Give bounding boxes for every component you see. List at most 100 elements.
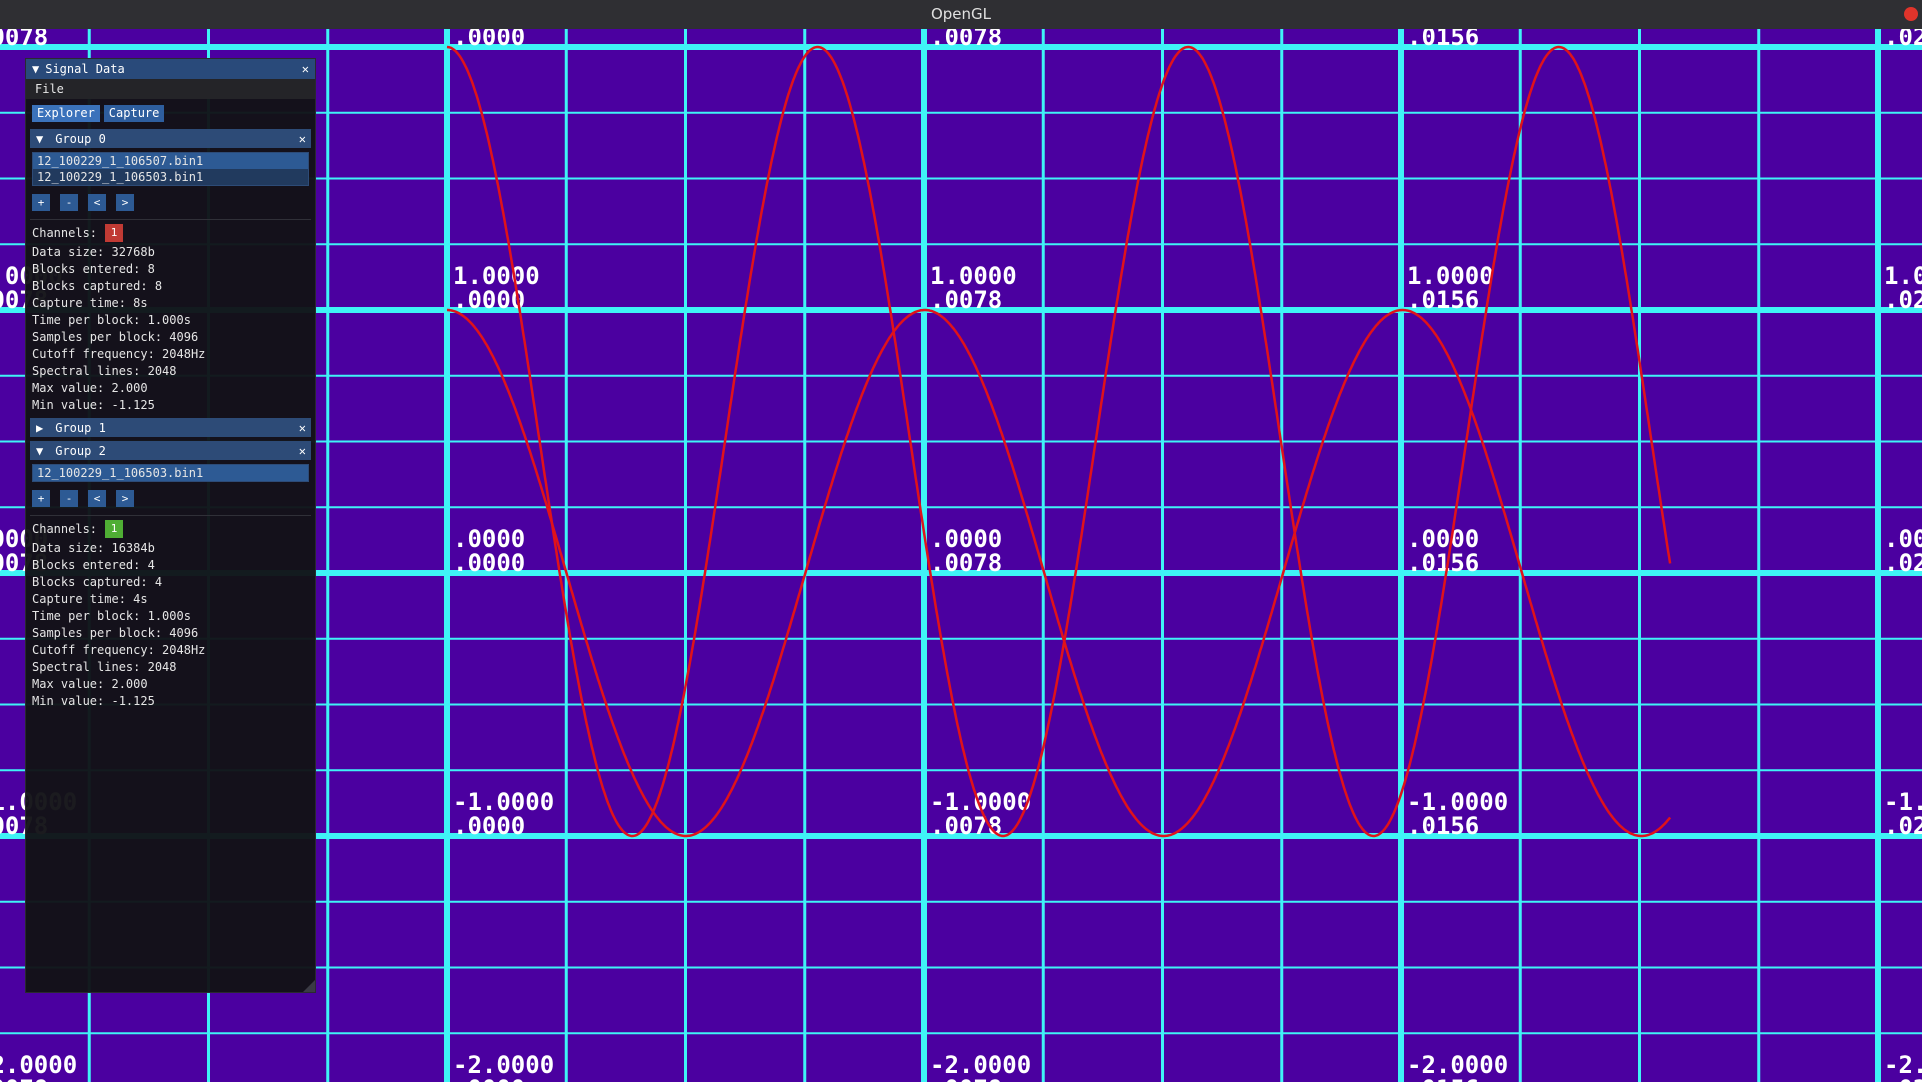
signal-line-0 <box>446 45 1672 838</box>
amplitude-label: -2.0000 <box>453 1051 554 1079</box>
panel-titlebar[interactable]: ▼ Signal Data ✕ <box>26 59 315 79</box>
time-label: .0078 <box>0 29 48 51</box>
menu-bar: File <box>26 79 315 99</box>
expand-arrow-icon[interactable]: ▼ <box>36 131 44 146</box>
group-0-stats: Data size: 32768b Blocks entered: 8 Bloc… <box>32 244 315 414</box>
prev-button[interactable]: < <box>88 490 106 507</box>
amplitude-label: .0000 <box>930 525 1002 553</box>
channels-row: Channels: 1 <box>32 224 315 242</box>
stat-spectral-lines: Spectral lines: 2048 <box>32 660 177 674</box>
prev-button[interactable]: < <box>88 194 106 211</box>
group-2-stats: Data size: 16384b Blocks entered: 4 Bloc… <box>32 540 315 710</box>
expand-arrow-icon[interactable]: ▶ <box>36 420 44 435</box>
time-label: .0078 <box>0 1075 48 1082</box>
group-close-icon[interactable]: ✕ <box>298 443 306 458</box>
amplitude-label: -1.0000 <box>453 788 554 816</box>
time-label: .0156 <box>1407 549 1479 577</box>
divider <box>30 219 311 220</box>
channels-label: Channels: <box>32 522 98 536</box>
group-2-file-list: 12_100229_1_106503.bin1 <box>32 464 309 482</box>
time-label: .0078 <box>930 812 1002 840</box>
channels-label: Channels: <box>32 226 98 240</box>
amplitude-label: -2.0000 <box>0 1051 77 1079</box>
channel-1-button[interactable]: 1 <box>105 520 124 538</box>
stat-data-size: Data size: 32768b <box>32 245 155 259</box>
stat-min-value: Min value: -1.125 <box>32 694 155 708</box>
tab-explorer[interactable]: Explorer <box>32 105 100 122</box>
channel-1-button[interactable]: 1 <box>105 224 124 242</box>
next-button[interactable]: > <box>116 194 134 211</box>
group-name: Group 0 <box>55 131 106 146</box>
stat-samples-per-block: Samples per block: 4096 <box>32 626 199 640</box>
stat-min-value: Min value: -1.125 <box>32 398 155 412</box>
time-label: .0078 <box>930 1075 1002 1082</box>
amplitude-label: 1.0000 <box>1407 262 1494 290</box>
window-close-icon[interactable] <box>1904 7 1918 21</box>
stat-blocks-entered: Blocks entered: 4 <box>32 558 155 572</box>
collapse-arrow-icon[interactable]: ▼ <box>32 62 40 76</box>
file-item[interactable]: 12_100229_1_106507.bin1 <box>33 153 308 169</box>
tab-capture[interactable]: Capture <box>103 105 165 122</box>
next-button[interactable]: > <box>116 490 134 507</box>
time-label: .0000 <box>453 812 525 840</box>
add-file-button[interactable]: + <box>32 490 50 507</box>
amplitude-label: 1.0000 <box>1884 262 1922 290</box>
time-label: .0156 <box>1407 1075 1479 1082</box>
window-title: OpenGL <box>930 5 992 23</box>
amplitude-label: -1.0000 <box>1407 788 1508 816</box>
group-2-buttons: + - < > <box>32 490 315 507</box>
remove-file-button[interactable]: - <box>60 490 78 507</box>
amplitude-label: .0000 <box>1407 525 1479 553</box>
time-label: .0078 <box>930 29 1002 51</box>
stat-blocks-captured: Blocks captured: 4 <box>32 575 163 589</box>
stat-blocks-captured: Blocks captured: 8 <box>32 279 163 293</box>
stat-time-per-block: Time per block: 1.000s <box>32 313 191 327</box>
tab-bar: Explorer Capture <box>26 99 315 125</box>
time-label: .0156 <box>1407 812 1479 840</box>
stat-blocks-entered: Blocks entered: 8 <box>32 262 155 276</box>
signal-plot[interactable]: 2.0000.00782.0000.00002.0000.00782.0000.… <box>0 29 1922 1082</box>
group-1-header[interactable]: ▶ Group 1 ✕ <box>30 418 311 437</box>
remove-file-button[interactable]: - <box>60 194 78 211</box>
time-label: .0078 <box>930 549 1002 577</box>
file-item[interactable]: 12_100229_1_106503.bin1 <box>33 169 308 185</box>
time-label: .0078 <box>930 286 1002 314</box>
group-close-icon[interactable]: ✕ <box>298 420 306 435</box>
group-2-header[interactable]: ▼ Group 2 ✕ <box>30 441 311 460</box>
amplitude-label: 1.0000 <box>453 262 540 290</box>
add-file-button[interactable]: + <box>32 194 50 211</box>
time-label: .0000 <box>453 286 525 314</box>
stat-max-value: Max value: 2.000 <box>32 677 148 691</box>
time-label: .0234 <box>1884 29 1922 51</box>
stat-spectral-lines: Spectral lines: 2048 <box>32 364 177 378</box>
window-titlebar: OpenGL <box>0 0 1922 29</box>
amplitude-label: -2.0000 <box>930 1051 1031 1079</box>
signal-data-panel[interactable]: ▼ Signal Data ✕ File Explorer Capture ▼ … <box>25 58 316 993</box>
panel-close-icon[interactable]: ✕ <box>301 62 309 76</box>
stat-data-size: Data size: 16384b <box>32 541 155 555</box>
plot-background <box>0 29 1922 1082</box>
menu-file[interactable]: File <box>35 82 64 96</box>
amplitude-label: -1.0000 <box>1884 788 1922 816</box>
expand-arrow-icon[interactable]: ▼ <box>36 443 44 458</box>
resize-grip-icon[interactable] <box>303 980 315 992</box>
divider <box>30 515 311 516</box>
group-close-icon[interactable]: ✕ <box>298 131 306 146</box>
stat-cutoff-frequency: Cutoff frequency: 2048Hz <box>32 643 206 657</box>
amplitude-label: .0000 <box>1884 525 1922 553</box>
time-label: .0234 <box>1884 286 1922 314</box>
time-label: .0000 <box>453 1075 525 1082</box>
stat-time-per-block: Time per block: 1.000s <box>32 609 191 623</box>
amplitude-label: 1.0000 <box>930 262 1017 290</box>
group-name: Group 2 <box>55 443 106 458</box>
file-item[interactable]: 12_100229_1_106503.bin1 <box>33 465 308 481</box>
channels-row: Channels: 1 <box>32 520 315 538</box>
panel-title: Signal Data <box>45 62 125 76</box>
group-name: Group 1 <box>55 420 106 435</box>
amplitude-label: -2.0000 <box>1884 1051 1922 1079</box>
amplitude-label: .0000 <box>453 525 525 553</box>
time-label: .0234 <box>1884 812 1922 840</box>
group-0-header[interactable]: ▼ Group 0 ✕ <box>30 129 311 148</box>
time-label: .0234 <box>1884 1075 1922 1082</box>
group-0-file-list: 12_100229_1_106507.bin1 12_100229_1_1065… <box>32 152 309 186</box>
